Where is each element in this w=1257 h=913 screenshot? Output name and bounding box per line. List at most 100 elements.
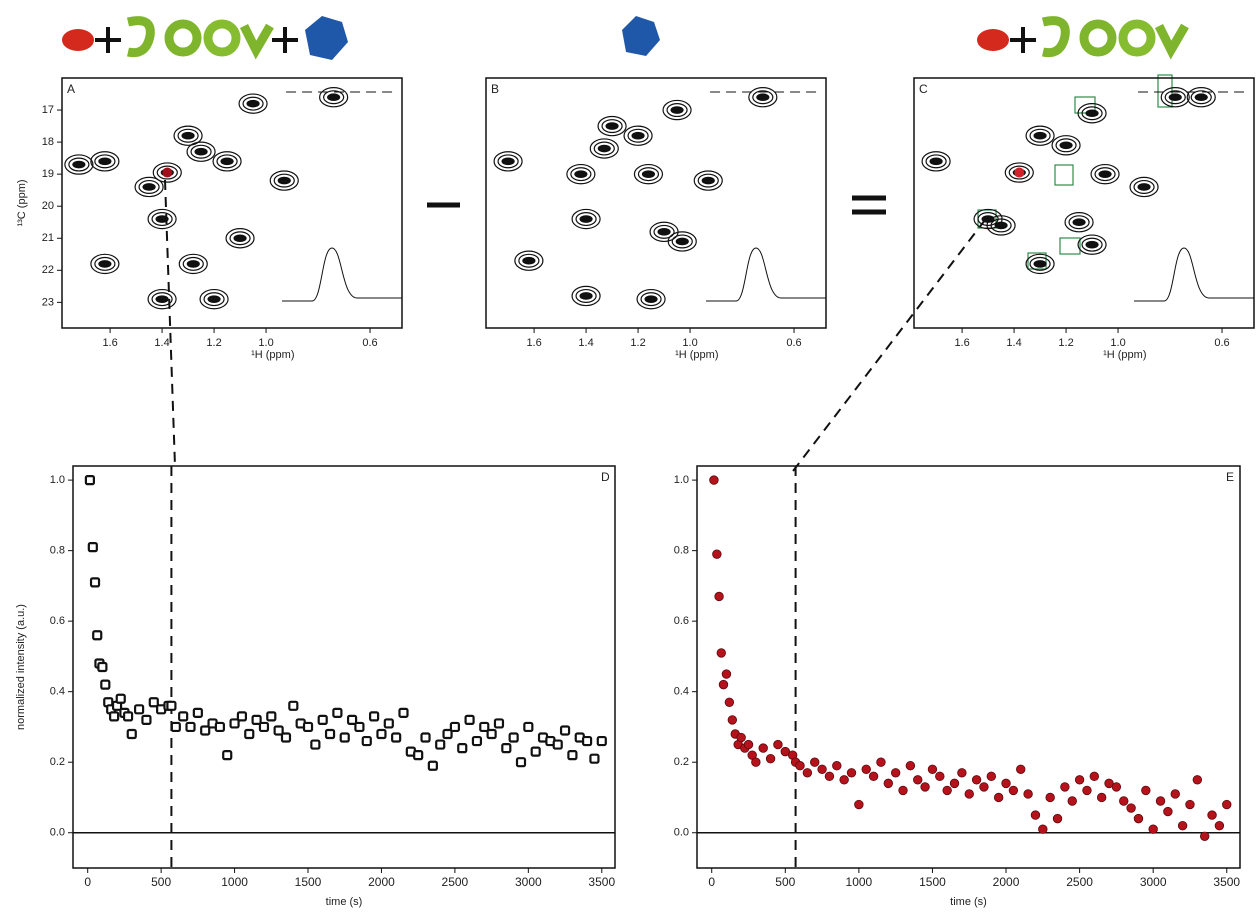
data-point [1149, 825, 1158, 834]
data-point [980, 783, 989, 792]
data-point [370, 712, 378, 720]
panel-label: C [919, 82, 928, 96]
slice-trace [282, 248, 402, 301]
data-point [458, 744, 466, 752]
data-point [392, 734, 400, 742]
x-tick-label: 1.2 [630, 337, 645, 349]
peak-contour [930, 158, 942, 164]
data-point [1134, 814, 1143, 823]
data-point [759, 744, 768, 753]
x-axis-label: ¹H (ppm) [251, 349, 294, 361]
data-point [282, 734, 290, 742]
data-point [1039, 825, 1048, 834]
data-point [717, 649, 726, 658]
peak-contour [208, 296, 220, 302]
data-point [377, 730, 385, 738]
x-tick-label: 1.2 [206, 337, 221, 349]
data-point [796, 761, 805, 770]
peak-contour [73, 161, 85, 167]
data-point [869, 772, 878, 781]
data-point [722, 670, 731, 679]
data-point [1222, 800, 1231, 809]
data-point [128, 730, 136, 738]
peak-contour [757, 94, 769, 100]
panel-label: E [1226, 470, 1234, 484]
y-tick-label: 1.0 [50, 474, 65, 486]
data-point [142, 716, 150, 724]
contours [494, 88, 826, 309]
data-point [502, 744, 510, 752]
y-tick-label: 0.4 [674, 686, 689, 698]
data-point [223, 751, 231, 759]
x-tick-label: 1500 [919, 875, 946, 889]
data-point [311, 741, 319, 749]
x-tick-label: 500 [151, 875, 171, 889]
peak-contour [187, 261, 199, 267]
y-axis-label: normalized intensity (a.u.) [15, 604, 27, 730]
data-point [774, 740, 783, 749]
y-axis-label: ¹³C (ppm) [16, 179, 28, 226]
data-point [965, 790, 974, 799]
data-point [891, 768, 900, 777]
data-point [1002, 779, 1011, 788]
data-point [98, 663, 106, 671]
data-point [1009, 786, 1018, 795]
data-point [1171, 790, 1180, 799]
data-point [1142, 786, 1151, 795]
assignment-boxes [978, 75, 1172, 269]
data-point [1208, 811, 1217, 820]
peak-contour [143, 184, 155, 190]
x-tick-label: 0.6 [362, 337, 377, 349]
data-point [172, 723, 180, 731]
peak-contour [1060, 142, 1072, 148]
peak-contour [221, 158, 233, 164]
x-tick-label: 2000 [993, 875, 1020, 889]
data-point [399, 709, 407, 717]
x-tick-label: 0 [84, 875, 91, 889]
data-point [590, 755, 598, 763]
data-point [1053, 814, 1062, 823]
y-tick-label: 0.2 [50, 756, 65, 768]
y-tick-label: 0.8 [50, 545, 65, 557]
peak-contour [502, 158, 514, 164]
figure: A1.61.41.21.00.6¹H (ppm)17181920212223¹³… [0, 0, 1257, 913]
data-point [414, 751, 422, 759]
data-point [1119, 797, 1128, 806]
data-point [728, 716, 737, 725]
data-point [862, 765, 871, 774]
x-tick-label: 0 [708, 875, 715, 889]
data-point [1083, 786, 1092, 795]
data-point [260, 723, 268, 731]
data-point [1046, 793, 1055, 802]
x-axis-label: ¹H (ppm) [1103, 349, 1146, 361]
data-point [289, 702, 297, 710]
y-tick-label: 19 [42, 168, 54, 180]
data-point [216, 723, 224, 731]
data-point [928, 765, 937, 774]
data-point [466, 716, 474, 724]
data-point [810, 758, 819, 767]
data-point [267, 712, 275, 720]
data-point [89, 543, 97, 551]
data-point [245, 730, 253, 738]
data-point [1090, 772, 1099, 781]
data-point [1193, 776, 1202, 785]
data-point [326, 730, 334, 738]
data-point [1200, 832, 1209, 841]
y-tick-label: 0.6 [674, 615, 689, 627]
data-point [921, 783, 930, 792]
peak-contour [580, 216, 592, 222]
data-point [304, 723, 312, 731]
data-point [510, 734, 518, 742]
peak-contour [1169, 94, 1181, 100]
data-point [473, 737, 481, 745]
data-point [737, 733, 746, 742]
x-tick-label: 0.6 [1214, 337, 1229, 349]
data-point [972, 776, 981, 785]
y-tick-label: 0.2 [674, 756, 689, 768]
data-point [488, 730, 496, 738]
data-point [187, 723, 195, 731]
x-tick-label: 1.4 [154, 337, 169, 349]
x-tick-label: 1000 [221, 875, 248, 889]
x-axis-label: time (s) [950, 896, 987, 908]
